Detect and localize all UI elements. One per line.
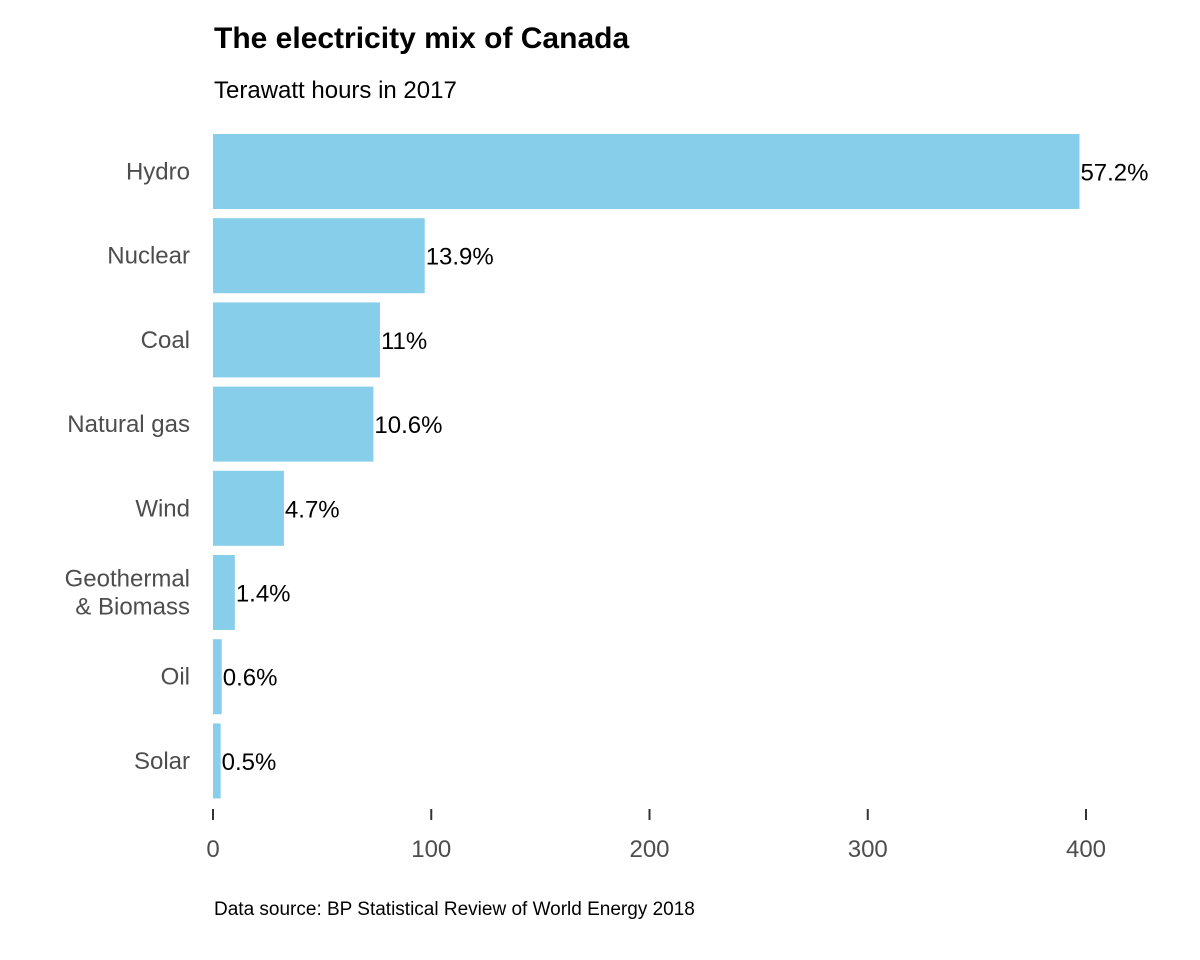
bar [213,386,374,462]
category-label: Natural gas [67,411,190,438]
bar-value-label: 0.6% [223,665,278,692]
bar [213,218,425,294]
category-label: Hydro [126,159,190,186]
bar [213,723,221,799]
bar [213,555,235,630]
bar [213,302,380,378]
bar-value-label: 10.6% [374,412,442,439]
x-tick-label: 100 [411,836,451,863]
category-label: Solar [134,748,190,775]
x-tick-label: 200 [629,836,669,863]
chart-title: The electricity mix of Canada [214,22,630,55]
bar-value-label: 11% [381,328,427,355]
category-label: Wind [135,495,190,522]
bar [213,470,284,546]
bar-value-label: 13.9% [426,244,494,271]
x-tick-label: 300 [848,836,888,863]
x-tick-label: 0 [206,836,219,863]
category-label: Coal [141,327,190,354]
category-label: Geothermal & Biomass [65,566,190,621]
bar-value-label: 0.5% [222,749,277,776]
bar-value-label: 1.4% [236,581,291,608]
bar [213,134,1080,209]
bar-value-label: 57.2% [1080,160,1148,187]
category-label: Nuclear [107,243,190,270]
bar [213,639,222,715]
x-tick-label: 400 [1066,836,1106,863]
chart-subtitle: Terawatt hours in 2017 [214,77,457,104]
bar-value-label: 4.7% [285,496,340,523]
category-label: Oil [161,664,190,691]
data-source-note: Data source: BP Statistical Review of Wo… [214,899,695,920]
